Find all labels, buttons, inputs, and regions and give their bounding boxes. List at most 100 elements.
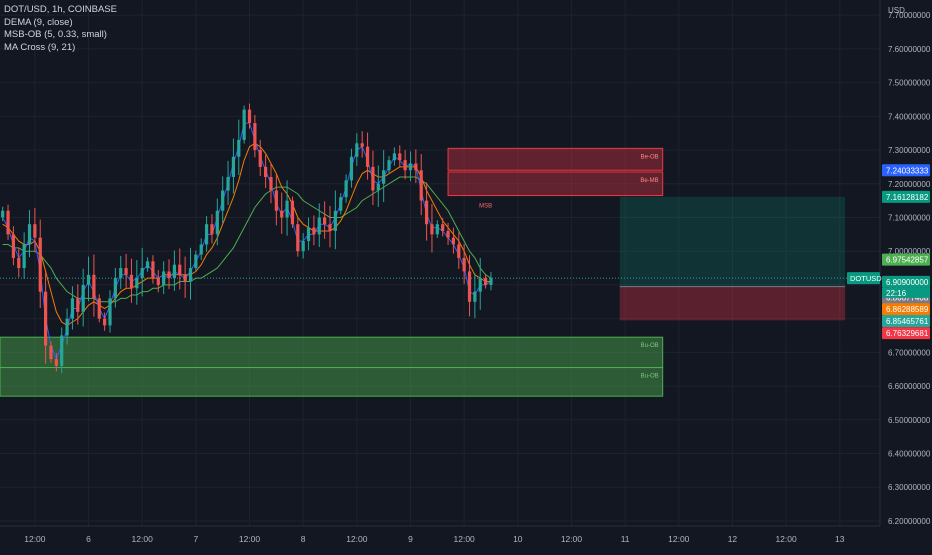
price-tag-label: 6.86677408 bbox=[886, 294, 929, 303]
price-tag bbox=[882, 275, 930, 288]
candle-body bbox=[344, 180, 348, 198]
position-target-zone bbox=[619, 196, 846, 287]
x-tick-label: 12:00 bbox=[346, 534, 368, 544]
y-tick-label: 6.30000000 bbox=[888, 483, 931, 492]
candle-body bbox=[103, 318, 107, 326]
candle-body bbox=[280, 210, 284, 218]
candle-body bbox=[140, 268, 144, 279]
zone-label: Be-OB bbox=[641, 154, 659, 160]
x-tick-label: 9 bbox=[408, 534, 413, 544]
candle-body bbox=[382, 170, 386, 184]
candle-body bbox=[242, 109, 246, 140]
y-tick-label: 6.20000000 bbox=[888, 517, 931, 526]
candle-body bbox=[22, 244, 26, 269]
candle-body bbox=[387, 160, 391, 171]
candle-body bbox=[92, 274, 96, 299]
candle-body bbox=[269, 177, 273, 191]
y-tick-label: 6.70000000 bbox=[888, 348, 931, 357]
price-tag bbox=[882, 314, 930, 327]
candle-body bbox=[54, 359, 58, 366]
time-axis-bg bbox=[0, 526, 932, 550]
candle-body bbox=[317, 217, 321, 235]
symbol-tag-label: DOTUSD bbox=[850, 274, 882, 283]
candle-body bbox=[467, 271, 472, 302]
candle-body bbox=[199, 244, 203, 255]
candle-body bbox=[285, 200, 289, 218]
candle-body bbox=[156, 278, 160, 285]
candle-body bbox=[1, 210, 5, 218]
y-tick-label: 6.60000000 bbox=[888, 382, 931, 391]
candle-body bbox=[81, 284, 85, 312]
x-tick-label: 10 bbox=[513, 534, 523, 544]
candle-body bbox=[49, 345, 53, 360]
candle-body bbox=[183, 274, 187, 282]
candle-body bbox=[489, 278, 493, 285]
x-tick-label: 12:00 bbox=[454, 534, 476, 544]
candle-body bbox=[430, 224, 434, 235]
candle-body bbox=[119, 268, 123, 279]
indicator-ma-cross[interactable]: MA Cross (9, 21) bbox=[4, 41, 76, 53]
ma-fast-line bbox=[2, 142, 491, 326]
y-tick-label: 7.50000000 bbox=[888, 79, 931, 88]
price-tag-label: 6.86288589 bbox=[886, 305, 929, 314]
candle-body bbox=[339, 197, 343, 211]
currency-label: USD bbox=[888, 6, 905, 15]
x-tick-label: 12:00 bbox=[775, 534, 797, 544]
x-tick-label: 12:00 bbox=[668, 534, 690, 544]
candle-body bbox=[403, 160, 407, 171]
candle-body bbox=[306, 227, 311, 242]
price-tag-label: 6.90900000 bbox=[886, 278, 929, 287]
candle-body bbox=[408, 163, 413, 171]
x-tick-label: 12:00 bbox=[132, 534, 154, 544]
chart-labels: Be-OB Be-MB Bu-OB Bu-OB MSB bbox=[479, 154, 659, 379]
zone-bull-3 bbox=[0, 367, 664, 397]
candle-body bbox=[258, 150, 262, 167]
candle-body bbox=[86, 274, 91, 285]
price-tag-label: 6.85465761 bbox=[886, 317, 929, 326]
y-tick-label: 7.60000000 bbox=[888, 45, 931, 54]
position-tool[interactable] bbox=[619, 196, 846, 321]
candle-body bbox=[33, 224, 37, 238]
countdown-bg bbox=[882, 287, 930, 298]
price-tag-label: 6.97542857 bbox=[886, 256, 929, 265]
candle-body bbox=[473, 291, 477, 302]
candle-body bbox=[328, 224, 332, 231]
price-tag bbox=[882, 327, 930, 340]
candle-body bbox=[371, 166, 375, 191]
candle-body bbox=[204, 224, 209, 245]
candles bbox=[1, 103, 493, 374]
indicator-msb-ob[interactable]: MSB-OB (5, 0.33, small) bbox=[4, 29, 107, 40]
candle-body bbox=[333, 210, 337, 231]
countdown-label: 22:16 bbox=[886, 289, 907, 298]
candle-body bbox=[446, 230, 450, 238]
symbol-tag bbox=[847, 272, 880, 285]
candle-body bbox=[226, 177, 230, 191]
zone-bull-2 bbox=[0, 336, 664, 369]
zone-label: Bu-OB bbox=[641, 343, 659, 349]
candle-body bbox=[124, 268, 128, 275]
candle-body bbox=[478, 278, 482, 292]
y-tick-label: 7.70000000 bbox=[888, 11, 931, 20]
candle-body bbox=[398, 153, 402, 161]
symbol-title[interactable]: DOT/USD, 1h, COINBASE bbox=[4, 4, 117, 15]
candle-body bbox=[70, 298, 75, 319]
candle-body bbox=[221, 190, 225, 211]
x-tick-label: 7 bbox=[193, 534, 198, 544]
candle-body bbox=[435, 224, 439, 235]
candle-body bbox=[274, 190, 278, 211]
price-tag-label: 7.16128182 bbox=[886, 193, 929, 202]
y-tick-label: 7.40000000 bbox=[888, 112, 931, 121]
candle-body bbox=[11, 234, 16, 258]
candle-body bbox=[414, 163, 418, 171]
candle-body bbox=[312, 227, 316, 235]
x-tick-label: 6 bbox=[86, 534, 91, 544]
indicator-dema[interactable]: DEMA (9, close) bbox=[4, 16, 73, 28]
ma-slow-line bbox=[2, 176, 492, 303]
candle-body bbox=[231, 156, 236, 178]
candle-body bbox=[451, 237, 456, 245]
x-tick-label: 11 bbox=[621, 534, 630, 544]
price-tag bbox=[882, 164, 930, 177]
